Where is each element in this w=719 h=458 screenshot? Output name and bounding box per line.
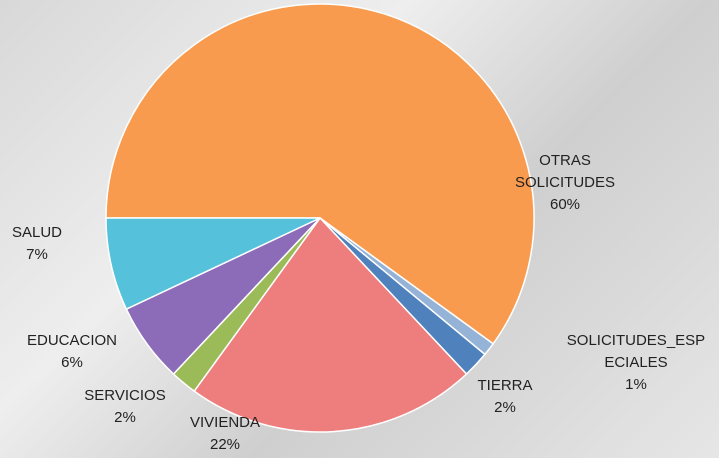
slice-label-name: VIVIENDA — [189, 414, 261, 431]
slice-label-value: 6% — [61, 354, 83, 371]
pie-slice — [105, 3, 535, 345]
slice-label-name: SERVICIOS — [84, 387, 166, 404]
slice-label-name: EDUCACION — [26, 332, 117, 349]
slice-label-value: 2% — [114, 409, 136, 426]
pie-slice — [193, 216, 468, 433]
slice-label: TIERRA 2% — [465, 375, 545, 419]
slice-label-value: 2% — [494, 399, 516, 416]
slice-label-name: SALUD — [11, 224, 63, 241]
slice-label: VIVIENDA 22% — [175, 412, 275, 456]
slice-label-name: OTRAS SOLICITUDES — [514, 152, 616, 191]
slice-label-value: 22% — [209, 436, 241, 453]
pie-slice — [105, 217, 321, 311]
slice-label-name: TIERRA — [477, 377, 533, 394]
slice-label-value: 60% — [549, 196, 581, 213]
slice-label: OTRAS SOLICITUDES 60% — [505, 150, 625, 216]
slice-label-value: 1% — [625, 376, 647, 393]
slice-label: SERVICIOS 2% — [75, 385, 175, 429]
slice-label-name: SOLICITUDES_ESPECIALES — [566, 332, 706, 371]
slice-label: SOLICITUDES_ESPECIALES 1% — [566, 330, 706, 396]
slice-label-value: 7% — [26, 246, 48, 263]
slice-label: EDUCACION 6% — [17, 330, 127, 374]
slice-label: SALUD 7% — [0, 222, 77, 266]
